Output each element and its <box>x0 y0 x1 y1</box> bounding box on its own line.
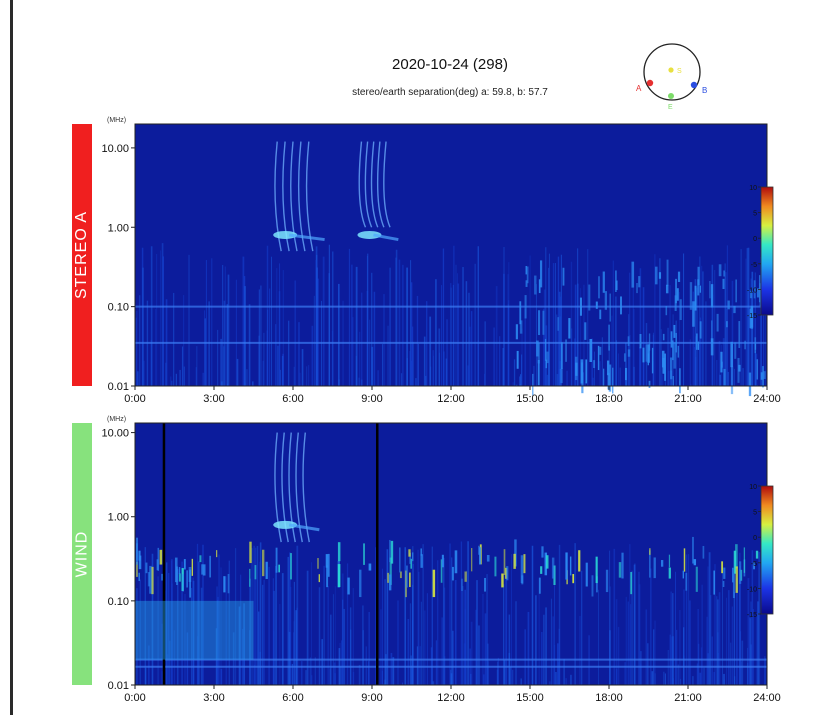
x-tick-label: 12:00 <box>437 692 465 704</box>
x-tick-label: 3:00 <box>203 393 224 405</box>
orbit-dot-a <box>646 79 654 87</box>
colorbar-tick-label: -5 <box>751 262 757 269</box>
colorbar-tick-label: -10 <box>747 287 757 294</box>
chart-subtitle: stereo/earth separation(deg) a: 59.8, b:… <box>352 87 548 98</box>
stereo-a-band: STEREO A <box>72 124 92 386</box>
colorbar-tick-label: -5 <box>751 561 757 568</box>
y-tick-label: 1.00 <box>108 222 129 234</box>
colorbar-tick-label: 0 <box>753 535 757 542</box>
colorbar-tick-label: -15 <box>747 313 757 320</box>
y-axis-unit: (MHz) <box>107 416 126 423</box>
y-tick-label: 0.10 <box>108 302 129 314</box>
colorbar-tick-label: 10 <box>749 185 757 192</box>
x-tick-label: 0:00 <box>124 692 145 704</box>
wind-spectrogram: (MHz) 10.00 1.00 0.10 0.010:00 3:00 6:00 9:00 12… <box>101 416 781 704</box>
colorbar-tick-label: 0 <box>753 236 757 243</box>
wind-band: WIND <box>72 423 92 685</box>
stereo-a-band-label: STEREO A <box>73 210 90 300</box>
x-tick-label: 18:00 <box>595 393 623 405</box>
x-tick-label: 6:00 <box>282 393 303 405</box>
x-tick-label: 9:00 <box>361 393 382 405</box>
colorbar <box>760 485 774 615</box>
orbit-dot-b <box>690 81 698 89</box>
orbit-label-s: S <box>677 68 682 75</box>
x-tick-label: 15:00 <box>516 393 544 405</box>
colorbar-tick-label: 10 <box>749 484 757 491</box>
x-tick-label: 3:00 <box>203 692 224 704</box>
spectrogram-texture <box>135 423 767 685</box>
y-tick-label: 0.01 <box>108 680 129 692</box>
y-tick-label: 10.00 <box>101 143 129 155</box>
x-tick-label: 24:00 <box>753 692 781 704</box>
chart-title: 2020-10-24 (298) <box>392 56 508 73</box>
orbit-diagram: A B E S <box>636 43 707 110</box>
orbit-label-b: B <box>702 86 707 95</box>
colorbar-tick-label: 5 <box>753 510 757 517</box>
y-tick-label: 0.01 <box>108 381 129 393</box>
x-tick-label: 6:00 <box>282 692 303 704</box>
orbit-label-a: A <box>636 84 642 93</box>
x-tick-label: 21:00 <box>674 393 702 405</box>
x-tick-label: 18:00 <box>595 692 623 704</box>
colorbar-tick-label: -15 <box>747 612 757 619</box>
left-border <box>10 0 13 715</box>
stereo-a-spectrogram: (MHz) 10.00 1.00 0.10 0.010:00 3:00 6:00 9:00 12… <box>101 117 781 405</box>
orbit-dot-e <box>668 93 674 99</box>
colorbar-tick-label: 5 <box>753 211 757 218</box>
x-tick-label: 24:00 <box>753 393 781 405</box>
x-tick-label: 15:00 <box>516 692 544 704</box>
wind-band-label: WIND <box>73 530 90 578</box>
colorbar <box>760 186 774 316</box>
orbit-dot-s <box>668 67 674 73</box>
x-tick-label: 21:00 <box>674 692 702 704</box>
colorbar-tick-label: -10 <box>747 586 757 593</box>
spectrogram-texture <box>135 141 767 397</box>
x-tick-label: 12:00 <box>437 393 465 405</box>
orbit-label-e: E <box>668 104 673 110</box>
y-axis-unit: (MHz) <box>107 117 126 124</box>
x-tick-label: 9:00 <box>361 692 382 704</box>
y-tick-label: 1.00 <box>108 512 129 524</box>
y-tick-label: 0.10 <box>108 596 129 608</box>
x-tick-label: 0:00 <box>124 393 145 405</box>
y-tick-label: 10.00 <box>101 428 129 440</box>
